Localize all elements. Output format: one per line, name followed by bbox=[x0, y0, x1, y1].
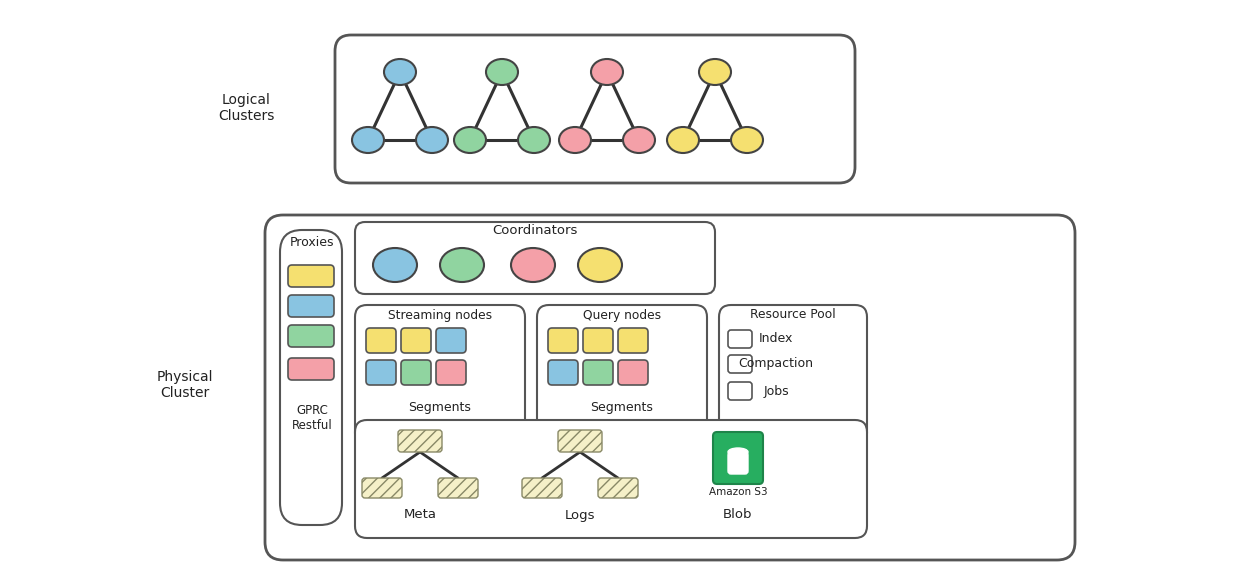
Text: Index: Index bbox=[759, 332, 793, 346]
Ellipse shape bbox=[578, 248, 622, 282]
FancyBboxPatch shape bbox=[728, 382, 752, 400]
Text: Coordinators: Coordinators bbox=[492, 223, 578, 236]
Text: Segments: Segments bbox=[591, 401, 654, 414]
FancyBboxPatch shape bbox=[728, 330, 752, 348]
Ellipse shape bbox=[591, 59, 623, 85]
Ellipse shape bbox=[728, 448, 748, 456]
FancyBboxPatch shape bbox=[355, 305, 524, 445]
Ellipse shape bbox=[698, 59, 731, 85]
FancyBboxPatch shape bbox=[728, 355, 752, 373]
Text: Segments: Segments bbox=[408, 401, 471, 414]
FancyBboxPatch shape bbox=[366, 328, 396, 353]
FancyBboxPatch shape bbox=[401, 328, 431, 353]
Ellipse shape bbox=[511, 248, 555, 282]
Ellipse shape bbox=[731, 127, 763, 153]
Text: Proxies: Proxies bbox=[290, 236, 334, 249]
FancyBboxPatch shape bbox=[280, 230, 342, 525]
Text: Blob: Blob bbox=[723, 508, 753, 521]
Text: GPRC
Restful: GPRC Restful bbox=[291, 404, 332, 432]
Ellipse shape bbox=[518, 127, 550, 153]
Text: Physical
Cluster: Physical Cluster bbox=[157, 370, 213, 400]
FancyBboxPatch shape bbox=[355, 420, 868, 538]
FancyBboxPatch shape bbox=[537, 305, 707, 445]
FancyBboxPatch shape bbox=[728, 452, 748, 474]
FancyBboxPatch shape bbox=[713, 432, 763, 484]
FancyBboxPatch shape bbox=[558, 430, 602, 452]
FancyBboxPatch shape bbox=[362, 478, 402, 498]
FancyBboxPatch shape bbox=[618, 328, 648, 353]
FancyBboxPatch shape bbox=[618, 360, 648, 385]
Text: Logs: Logs bbox=[565, 508, 595, 521]
FancyBboxPatch shape bbox=[288, 265, 334, 287]
Ellipse shape bbox=[668, 127, 698, 153]
Text: Resource Pool: Resource Pool bbox=[750, 308, 835, 322]
Text: Streaming nodes: Streaming nodes bbox=[387, 308, 492, 322]
Ellipse shape bbox=[454, 127, 486, 153]
FancyBboxPatch shape bbox=[436, 328, 466, 353]
Text: Query nodes: Query nodes bbox=[582, 308, 661, 322]
FancyBboxPatch shape bbox=[366, 360, 396, 385]
FancyBboxPatch shape bbox=[288, 325, 334, 347]
Text: Amazon S3: Amazon S3 bbox=[708, 487, 768, 497]
FancyBboxPatch shape bbox=[265, 215, 1075, 560]
Ellipse shape bbox=[559, 127, 591, 153]
FancyBboxPatch shape bbox=[598, 478, 638, 498]
FancyBboxPatch shape bbox=[582, 328, 613, 353]
FancyBboxPatch shape bbox=[355, 222, 714, 294]
Ellipse shape bbox=[486, 59, 518, 85]
Ellipse shape bbox=[384, 59, 416, 85]
Text: Logical
Clusters: Logical Clusters bbox=[218, 93, 274, 123]
Ellipse shape bbox=[623, 127, 655, 153]
FancyBboxPatch shape bbox=[436, 360, 466, 385]
Text: Compaction: Compaction bbox=[738, 357, 813, 370]
FancyBboxPatch shape bbox=[522, 478, 561, 498]
FancyBboxPatch shape bbox=[548, 328, 578, 353]
Text: Jobs: Jobs bbox=[763, 384, 789, 397]
FancyBboxPatch shape bbox=[399, 430, 442, 452]
FancyBboxPatch shape bbox=[719, 305, 868, 445]
FancyBboxPatch shape bbox=[582, 360, 613, 385]
Ellipse shape bbox=[416, 127, 448, 153]
Text: Meta: Meta bbox=[404, 508, 437, 521]
Ellipse shape bbox=[352, 127, 384, 153]
Ellipse shape bbox=[373, 248, 417, 282]
FancyBboxPatch shape bbox=[401, 360, 431, 385]
FancyBboxPatch shape bbox=[548, 360, 578, 385]
FancyBboxPatch shape bbox=[288, 295, 334, 317]
FancyBboxPatch shape bbox=[438, 478, 478, 498]
Ellipse shape bbox=[441, 248, 484, 282]
FancyBboxPatch shape bbox=[288, 358, 334, 380]
FancyBboxPatch shape bbox=[334, 35, 855, 183]
